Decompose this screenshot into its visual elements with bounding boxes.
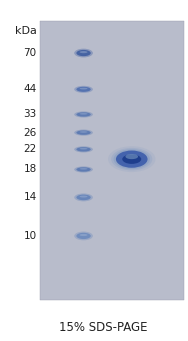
Bar	[40, 21, 184, 300]
Ellipse shape	[74, 166, 93, 173]
Ellipse shape	[122, 154, 141, 164]
Ellipse shape	[80, 195, 88, 197]
Ellipse shape	[76, 233, 91, 239]
Text: 70: 70	[24, 48, 37, 58]
Ellipse shape	[80, 131, 88, 133]
Text: 26: 26	[24, 128, 37, 138]
Ellipse shape	[80, 148, 88, 149]
Ellipse shape	[74, 49, 93, 57]
Text: 18: 18	[24, 164, 37, 175]
Ellipse shape	[116, 150, 148, 168]
Ellipse shape	[76, 130, 91, 135]
Ellipse shape	[74, 146, 93, 152]
Ellipse shape	[108, 146, 155, 172]
Text: 22: 22	[24, 144, 37, 154]
Ellipse shape	[76, 147, 91, 151]
Ellipse shape	[74, 86, 93, 93]
Ellipse shape	[74, 232, 93, 240]
Ellipse shape	[80, 51, 88, 53]
Text: 33: 33	[24, 109, 37, 119]
Ellipse shape	[74, 193, 93, 201]
Ellipse shape	[111, 148, 152, 170]
Ellipse shape	[80, 88, 88, 89]
Ellipse shape	[76, 112, 91, 117]
Ellipse shape	[76, 195, 91, 200]
Ellipse shape	[74, 112, 93, 118]
Text: 44: 44	[24, 84, 37, 94]
Text: kDa: kDa	[15, 26, 37, 36]
Ellipse shape	[76, 50, 91, 56]
Ellipse shape	[76, 87, 91, 92]
Ellipse shape	[76, 167, 91, 172]
Text: 14: 14	[24, 192, 37, 203]
Ellipse shape	[80, 234, 88, 236]
Text: 10: 10	[24, 231, 37, 241]
Ellipse shape	[74, 130, 93, 136]
Ellipse shape	[125, 154, 138, 159]
Text: 15% SDS-PAGE: 15% SDS-PAGE	[59, 321, 148, 334]
Ellipse shape	[80, 168, 88, 169]
Ellipse shape	[114, 149, 150, 169]
Ellipse shape	[80, 113, 88, 115]
